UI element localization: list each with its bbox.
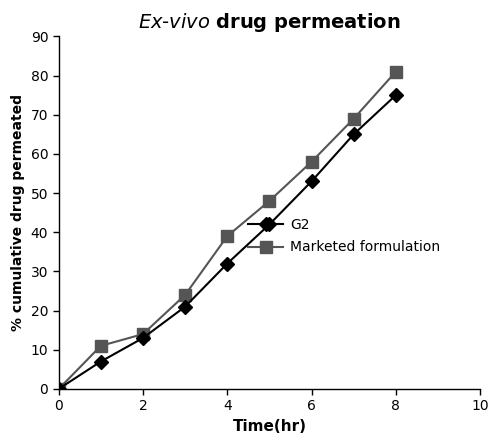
G2 — [393, 93, 399, 98]
G2 — [266, 222, 272, 227]
Marketed formulation — [56, 386, 62, 392]
Marketed formulation — [393, 69, 399, 74]
Marketed formulation — [350, 116, 356, 121]
X-axis label: Time(hr): Time(hr) — [232, 419, 306, 434]
Marketed formulation — [140, 332, 146, 337]
Y-axis label: % cumulative drug permeated: % cumulative drug permeated — [11, 94, 25, 331]
Marketed formulation — [308, 159, 314, 165]
G2 — [350, 132, 356, 137]
Marketed formulation — [98, 343, 104, 348]
G2 — [56, 386, 62, 392]
Line: G2: G2 — [54, 90, 401, 394]
G2 — [182, 304, 188, 309]
Marketed formulation — [224, 234, 230, 239]
G2 — [224, 261, 230, 266]
Title: $\bf{\mathit{Ex\text{-}vivo}}$ $\bf{drug\ permeation}$: $\bf{\mathit{Ex\text{-}vivo}}$ $\bf{drug… — [138, 11, 400, 34]
G2 — [140, 336, 146, 341]
Legend: G2, Marketed formulation: G2, Marketed formulation — [242, 213, 446, 260]
Line: Marketed formulation: Marketed formulation — [53, 66, 402, 394]
G2 — [308, 179, 314, 184]
G2 — [98, 359, 104, 364]
Marketed formulation — [266, 198, 272, 204]
Marketed formulation — [182, 292, 188, 298]
